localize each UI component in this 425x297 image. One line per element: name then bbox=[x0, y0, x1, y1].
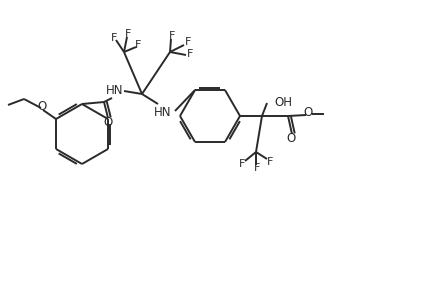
Text: O: O bbox=[303, 107, 313, 119]
Text: O: O bbox=[37, 100, 47, 113]
Text: OH: OH bbox=[274, 96, 292, 108]
Text: F: F bbox=[169, 31, 175, 41]
Text: F: F bbox=[267, 157, 273, 167]
Text: O: O bbox=[103, 116, 113, 129]
Text: F: F bbox=[111, 33, 117, 43]
Text: F: F bbox=[125, 29, 131, 39]
Text: F: F bbox=[254, 163, 260, 173]
Text: HN: HN bbox=[106, 83, 124, 97]
Text: HN: HN bbox=[154, 105, 172, 119]
Text: F: F bbox=[239, 159, 245, 169]
Text: O: O bbox=[286, 132, 296, 146]
Text: F: F bbox=[185, 37, 191, 47]
Text: F: F bbox=[135, 40, 141, 50]
Text: F: F bbox=[187, 49, 193, 59]
